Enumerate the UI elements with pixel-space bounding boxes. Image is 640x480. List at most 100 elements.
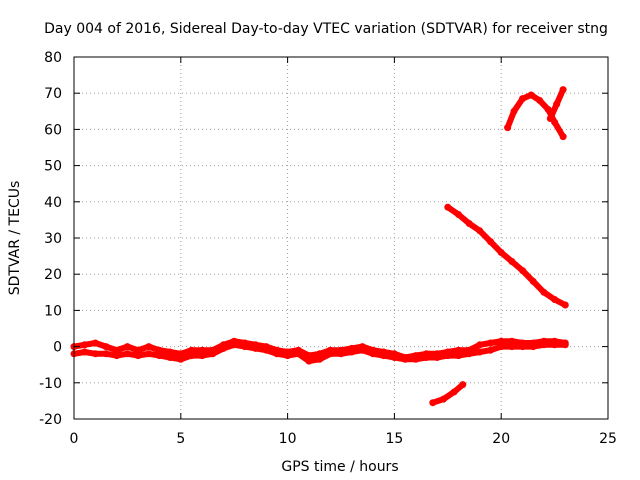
data-point	[113, 352, 121, 360]
data-point	[559, 86, 567, 94]
y-tick-label: 50	[44, 159, 62, 175]
data-point	[145, 343, 153, 351]
data-point	[529, 277, 537, 285]
y-tick-label: 70	[44, 86, 62, 102]
data-point	[273, 350, 281, 358]
data-point	[540, 288, 548, 296]
data-point	[519, 267, 527, 275]
data-point	[412, 355, 420, 363]
data-point	[369, 350, 377, 358]
data-point	[198, 346, 206, 354]
data-point	[91, 350, 99, 358]
data-traces	[70, 86, 569, 407]
data-point	[316, 355, 324, 363]
data-point	[450, 388, 458, 396]
data-point	[497, 343, 505, 351]
data-point	[166, 348, 174, 356]
data-point	[123, 350, 131, 358]
data-point	[348, 348, 356, 356]
data-point	[551, 296, 559, 303]
data-point	[536, 96, 544, 104]
x-tick-label: 10	[279, 431, 297, 447]
data-point	[487, 346, 494, 354]
data-point	[476, 227, 484, 235]
data-point	[81, 348, 89, 356]
data-point	[465, 220, 473, 227]
data-point	[519, 95, 527, 103]
data-point	[188, 346, 195, 354]
data-point	[504, 124, 512, 132]
y-tick-label: 40	[44, 195, 62, 211]
data-point	[455, 352, 462, 360]
data-point	[433, 354, 441, 361]
data-point	[497, 337, 505, 345]
data-point	[252, 344, 260, 352]
axis-ticks: 0 5 10 15 20 25 -20 -10 0 10 20 30 40 50 60 70 80	[39, 50, 617, 447]
data-point	[527, 91, 535, 99]
data-point	[455, 346, 462, 354]
data-point	[337, 350, 345, 358]
data-point	[230, 341, 238, 349]
data-point	[422, 354, 430, 361]
data-point	[220, 344, 227, 352]
y-tick-label: 30	[44, 231, 62, 247]
data-point	[476, 341, 484, 349]
data-point	[476, 348, 484, 356]
data-point	[188, 352, 195, 360]
chart-title: Day 004 of 2016, Sidereal Day-to-day VTE…	[44, 21, 608, 37]
data-point	[305, 357, 313, 365]
x-axis-label: GPS time / hours	[281, 459, 398, 475]
data-point	[455, 211, 462, 218]
data-point	[262, 346, 270, 354]
x-tick-label: 25	[599, 431, 617, 447]
data-point	[134, 352, 142, 360]
data-point	[326, 350, 334, 358]
y-tick-label: -10	[39, 376, 62, 392]
y-tick-label: 80	[44, 50, 62, 66]
data-point	[497, 249, 505, 256]
data-point	[91, 339, 99, 347]
data-point	[508, 343, 516, 351]
data-point	[508, 258, 516, 265]
y-axis-label: SDTVAR / TECUs	[7, 181, 23, 296]
data-point	[561, 341, 569, 349]
series-negative-arc	[429, 381, 466, 406]
data-point	[145, 350, 153, 358]
y-tick-label: 20	[44, 267, 62, 283]
y-tick-label: 10	[44, 303, 62, 319]
data-point	[198, 352, 206, 360]
data-point	[544, 106, 552, 113]
data-point	[465, 350, 473, 358]
data-point	[166, 354, 174, 361]
data-point	[102, 350, 110, 358]
data-point	[529, 343, 537, 351]
data-point	[546, 115, 554, 122]
data-point	[358, 346, 366, 354]
data-point	[487, 238, 494, 246]
data-point	[123, 343, 131, 351]
data-point	[440, 395, 447, 403]
x-tick-label: 5	[176, 431, 185, 447]
data-point	[380, 352, 388, 360]
data-point	[155, 352, 163, 360]
data-point	[284, 352, 292, 360]
x-tick-label: 0	[70, 431, 79, 447]
grid	[74, 57, 608, 419]
y-tick-label: 60	[44, 122, 62, 138]
data-point	[209, 350, 217, 358]
x-tick-label: 15	[385, 431, 403, 447]
data-point	[444, 352, 452, 360]
data-point	[561, 301, 569, 309]
data-point	[559, 133, 567, 141]
data-point	[81, 341, 89, 349]
x-tick-label: 20	[492, 431, 510, 447]
data-point	[177, 355, 185, 363]
data-point	[510, 107, 518, 115]
data-point	[390, 354, 398, 361]
y-tick-label: -20	[39, 412, 62, 428]
data-point	[294, 350, 302, 358]
data-point	[155, 346, 163, 354]
data-point	[134, 346, 142, 354]
data-point	[487, 339, 494, 347]
